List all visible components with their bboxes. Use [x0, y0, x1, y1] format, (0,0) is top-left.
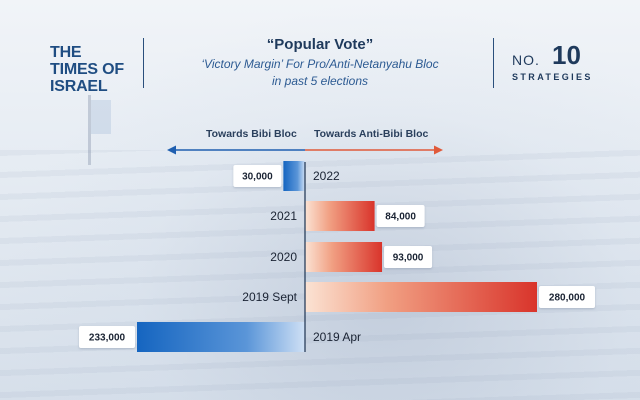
chart-subtitle: ‘Victory Margin’ For Pro/Anti-Netanyahu … [160, 56, 480, 90]
value-label-2022: 30,000 [242, 172, 273, 183]
bar-2020 [305, 242, 383, 272]
no10-strategies-logo[interactable]: NO. 10 STRATEGIES [512, 40, 622, 88]
category-label-2022: 2022 [313, 169, 340, 183]
no10-strategies-text: STRATEGIES [512, 72, 593, 82]
value-label-2019-apr: 233,000 [89, 333, 126, 344]
bars-group: 2022 30,000 2021 84,000 2020 93,000 2019 Sept 2… [79, 161, 595, 352]
flag-icon [91, 100, 111, 134]
value-label-box-2019-apr [79, 326, 135, 348]
header-divider-right [493, 38, 494, 88]
bar-2022 [283, 161, 305, 191]
arrow-right-head [434, 145, 443, 155]
category-label-2021: 2021 [270, 209, 297, 223]
value-label-2019-sept: 280,000 [549, 293, 586, 304]
header-divider-left [143, 38, 144, 88]
bar-2019-sept [305, 282, 537, 312]
direction-label-bibi: Towards Bibi Bloc [206, 128, 297, 140]
no10-number: 10 [552, 40, 581, 70]
arrow-left-head [167, 145, 176, 155]
bar-2019-apr [137, 322, 305, 352]
times-of-israel-logo[interactable]: THE TIMES OF ISRAEL [50, 44, 124, 95]
chart-title: “Popular Vote” [266, 36, 374, 53]
background-seating-rows [0, 150, 640, 400]
value-label-box-2019-sept [539, 286, 595, 308]
direction-label-anti-bibi: Towards Anti-Bibi Bloc [314, 128, 429, 140]
value-label-box-2020 [384, 246, 433, 268]
value-label-box-2022 [233, 165, 282, 187]
category-label-2019-sept: 2019 Sept [242, 290, 297, 304]
subtitle-line-2: in past 5 elections [271, 74, 369, 88]
header: THE TIMES OF ISRAEL “Popular Vote” ‘Vict… [0, 0, 640, 110]
category-label-2020: 2020 [270, 250, 297, 264]
no10-no-text: NO. [512, 52, 540, 68]
category-label-2019-apr: 2019 Apr [313, 330, 361, 344]
flagpole-icon [88, 95, 91, 165]
subtitle-line-1: ‘Victory Margin’ For Pro/Anti-Netanyahu … [201, 57, 439, 71]
value-label-2021: 84,000 [385, 212, 416, 223]
value-label-2020: 93,000 [393, 253, 424, 264]
bar-2021 [305, 201, 375, 231]
value-label-box-2021 [376, 205, 425, 227]
